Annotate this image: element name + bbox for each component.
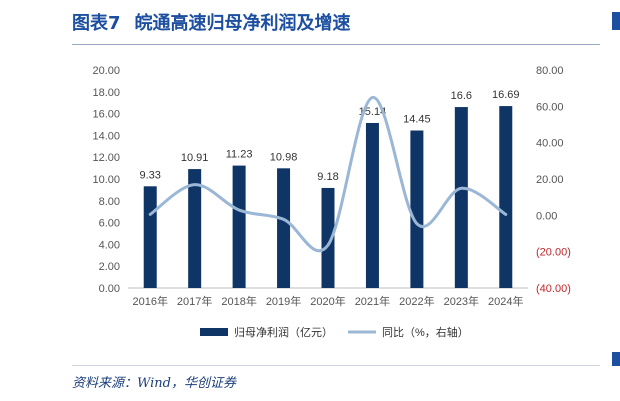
side-marker-bottom	[612, 352, 620, 366]
bar	[365, 122, 379, 288]
y-left-tick-label: 6.00	[99, 218, 120, 230]
bar	[499, 106, 513, 288]
bar-value-label: 9.33	[140, 169, 161, 181]
x-tick-label: 2021年	[355, 294, 390, 308]
y-left-tick-label: 16.00	[92, 109, 120, 121]
y-right-tick-label: (40.00)	[536, 283, 571, 295]
x-tick-label: 2017年	[177, 294, 212, 308]
x-tick-label: 2018年	[221, 294, 256, 308]
legend-swatch-profit	[200, 328, 228, 336]
bar-value-label: 10.91	[181, 152, 209, 164]
x-tick-label: 2016年	[132, 294, 167, 308]
page-title: 图表7 皖通高速归母净利润及增速	[72, 9, 351, 35]
bar-value-label: 16.69	[492, 89, 520, 101]
x-tick-label: 2023年	[444, 294, 479, 308]
y-right-tick-label: 60.00	[536, 101, 564, 113]
series-line-yoy	[148, 95, 508, 253]
source-note: 资料来源：Wind，华创证券	[72, 376, 236, 391]
y-left-tick-label: 10.00	[92, 174, 120, 186]
y-left-tick-label: 20.00	[92, 65, 120, 77]
x-tick-label: 2019年	[266, 294, 301, 308]
bar	[143, 186, 157, 288]
bar-value-label: 16.6	[451, 90, 472, 102]
bar	[188, 169, 202, 288]
y-left-tick-label: 18.00	[92, 87, 120, 99]
figure-number: 图表7	[72, 13, 121, 34]
y-left-tick-label: 8.00	[99, 196, 120, 208]
y-left-tick-label: 4.00	[99, 239, 120, 251]
divider	[72, 365, 600, 366]
figure-title: 皖通高速归母净利润及增速	[134, 13, 351, 34]
legend-label-yoy: 同比（%，右轴）	[382, 325, 469, 339]
bar	[410, 130, 424, 288]
y-right-tick-label: 0.00	[536, 210, 557, 222]
bar-value-label: 11.23	[226, 149, 253, 161]
y-right-tick-label: (20.00)	[536, 247, 571, 259]
x-tick-label: 2024年	[488, 294, 523, 308]
side-marker-top	[612, 12, 620, 30]
bar-value-label: 10.98	[270, 151, 298, 163]
y-left-tick-label: 12.00	[92, 152, 120, 164]
legend-label-profit: 归母净利润（亿元）	[234, 325, 333, 339]
y-right-tick-label: 20.00	[536, 174, 564, 186]
bar-value-label: 14.45	[403, 113, 431, 125]
x-tick-label: 2020年	[310, 294, 345, 308]
y-left-tick-label: 0.00	[99, 283, 120, 295]
bar	[277, 168, 291, 288]
bar	[454, 107, 468, 288]
bar	[321, 187, 335, 288]
y-left-tick-label: 2.00	[99, 261, 120, 273]
bar	[232, 165, 246, 288]
bar-value-label: 9.18	[317, 171, 338, 183]
x-tick-label: 2022年	[399, 294, 434, 308]
y-right-tick-label: 80.00	[536, 65, 564, 77]
title-bar: 图表7 皖通高速归母净利润及增速	[72, 0, 600, 45]
chart: 0.00 2.00 4.00 6.00 8.00 10.00 12.00 14.00 16.00…	[92, 65, 571, 339]
y-left-tick-label: 14.00	[92, 130, 120, 142]
y-right-tick-label: 40.00	[536, 138, 564, 150]
